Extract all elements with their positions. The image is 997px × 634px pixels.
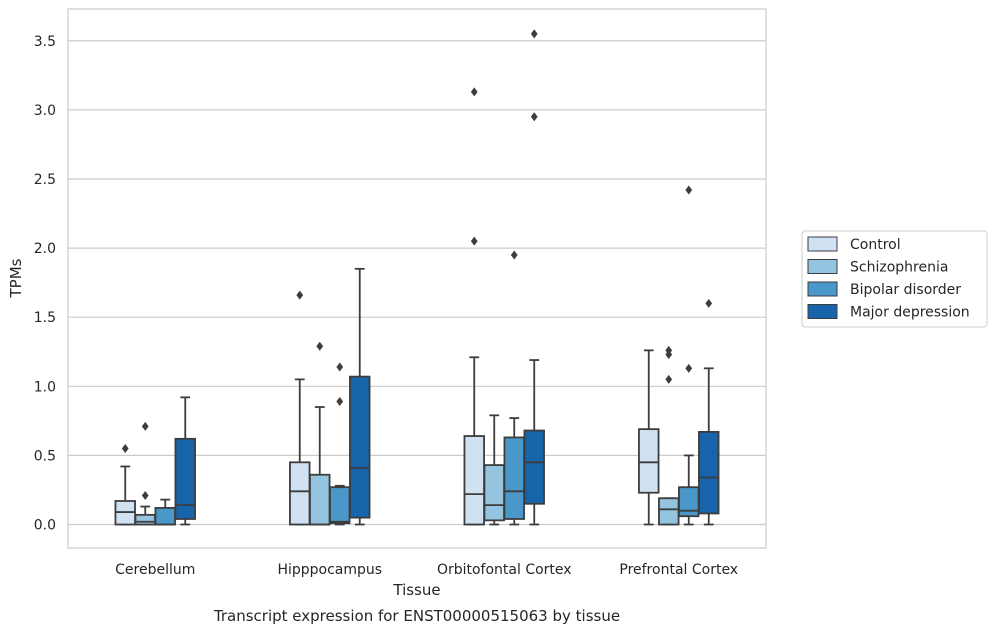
gridlines (68, 40, 766, 526)
y-tick-label: 2.5 (34, 172, 56, 188)
box-group (503, 250, 525, 526)
outlier-point (141, 421, 149, 431)
y-tick-label: 2.0 (34, 241, 56, 257)
outlier-point (665, 345, 673, 355)
box (289, 461, 311, 526)
outlier-point (665, 374, 673, 384)
outlier-point (530, 112, 538, 122)
outlier-point (296, 290, 304, 300)
box-group (698, 298, 720, 526)
box (658, 497, 680, 526)
outlier-point (530, 29, 538, 39)
y-tick-labels: 0.0 0.5 1.0 1.5 2.0 2.5 3.0 3.5 (34, 34, 56, 534)
box (154, 507, 176, 526)
outlier-point (470, 236, 478, 246)
y-axis-title: TPMs (7, 258, 25, 298)
x-tick-label: Hipppocampus (277, 562, 382, 578)
box (678, 486, 700, 518)
legend-swatch (807, 259, 838, 274)
outlier-point (685, 185, 693, 195)
box (174, 437, 196, 520)
legend-label: Schizophrenia (850, 260, 948, 276)
outlier-point (470, 87, 478, 97)
box (638, 428, 660, 494)
outlier-point (336, 397, 344, 407)
y-tick-label: 1.5 (34, 310, 56, 326)
box-group (309, 341, 331, 526)
legend-label: Control (850, 237, 901, 253)
box (134, 513, 156, 526)
box-group (174, 396, 196, 526)
box (503, 436, 525, 520)
box (329, 486, 351, 525)
x-axis-title: Tissue (392, 581, 440, 599)
x-tick-labels: Cerebellum Hipppocampus Orbitofontal Corte… (115, 562, 738, 578)
box (349, 375, 371, 519)
legend-label: Major depression (850, 305, 970, 321)
box-group (114, 443, 136, 526)
box (463, 435, 485, 526)
outlier-point (141, 490, 149, 500)
y-tick-label: 0.5 (34, 448, 56, 464)
legend: Control Schizophrenia Bipolar disorder Majo… (801, 230, 988, 328)
box-group (678, 185, 700, 526)
box-group (289, 290, 311, 526)
box-group (134, 421, 156, 526)
legend-items: Control Schizophrenia Bipolar disorder Majo… (807, 236, 970, 321)
legend-frame (801, 230, 988, 328)
boxes (114, 29, 720, 526)
y-tick-label: 3.5 (34, 34, 56, 50)
box (483, 464, 505, 522)
chart-caption: Transcript expression for ENST0000051506… (213, 607, 620, 625)
outlier-point (336, 362, 344, 372)
box-group (483, 414, 505, 526)
y-tick-label: 1.0 (34, 379, 56, 395)
y-tick-label: 0.0 (34, 518, 56, 534)
box-group (638, 349, 660, 526)
box-group (154, 498, 176, 526)
legend-swatch (807, 304, 838, 319)
x-tick-label: Orbitofontal Cortex (437, 562, 572, 578)
box-group (463, 87, 485, 526)
outlier-point (510, 250, 518, 260)
box-group (523, 29, 545, 526)
outlier-point (316, 341, 324, 351)
outlier-point (705, 298, 713, 308)
outlier-point (121, 443, 129, 453)
y-tick-label: 3.0 (34, 103, 56, 119)
legend-label: Bipolar disorder (850, 282, 961, 298)
outlier-point (685, 363, 693, 373)
box (698, 431, 720, 515)
box-group (349, 267, 371, 526)
legend-swatch (807, 281, 838, 297)
x-tick-label: Prefrontal Cortex (619, 562, 738, 578)
plot-area-frame (67, 8, 767, 549)
legend-swatch (807, 236, 838, 252)
box (309, 473, 331, 526)
box-group (658, 345, 680, 526)
x-tick-label: Cerebellum (115, 562, 195, 578)
box (523, 429, 545, 505)
